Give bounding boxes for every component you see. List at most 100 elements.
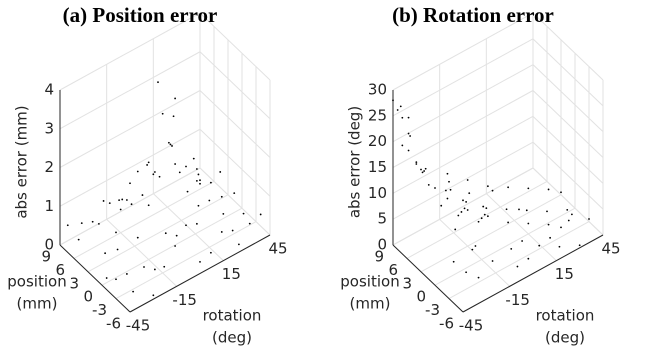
point (521, 240, 524, 242)
point (147, 161, 150, 164)
point (164, 232, 167, 235)
point (547, 188, 550, 191)
point (115, 231, 117, 234)
point (220, 231, 223, 233)
point (197, 173, 200, 176)
x-tick-label: -3 (92, 301, 107, 319)
point (192, 157, 195, 160)
x-tick-label: 6 (55, 261, 65, 279)
grid-line (532, 115, 604, 184)
y-axis-label: (deg) (212, 329, 252, 347)
point (491, 260, 494, 262)
y-tick-label: 15 (555, 265, 574, 283)
point (77, 238, 80, 241)
point (468, 192, 471, 195)
y-tick-label: -45 (126, 317, 151, 335)
z-tick-label: 0 (377, 236, 387, 254)
point (434, 187, 436, 189)
chart-title: (a) Position error (63, 3, 218, 27)
point (444, 189, 447, 192)
point (141, 194, 144, 196)
x-tick-label: 9 (41, 248, 51, 266)
point (115, 278, 117, 281)
x-tick-label: -6 (439, 315, 454, 333)
z-tick-label: 2 (44, 158, 54, 176)
y-tick-label: -15 (172, 291, 197, 309)
grid-line (59, 12, 201, 91)
point (525, 209, 528, 212)
grid-line (199, 128, 271, 197)
point (66, 224, 69, 227)
point (510, 247, 513, 250)
point (491, 189, 494, 192)
point (167, 141, 170, 144)
grid-line (392, 115, 534, 194)
z-tick-label: 15 (368, 158, 387, 176)
grid-line (420, 194, 562, 273)
x-axis-label: position (340, 273, 399, 291)
x-axis-label: (mm) (350, 295, 391, 313)
point (242, 212, 245, 215)
x-axis-label: position (7, 273, 66, 291)
z-tick-label: 10 (368, 184, 387, 202)
point (195, 222, 198, 225)
point (527, 187, 530, 190)
grid-line (115, 221, 257, 300)
point (147, 204, 150, 207)
z-tick-label: 1 (44, 197, 54, 215)
point (130, 203, 133, 206)
point (415, 161, 418, 164)
point (482, 205, 485, 208)
point (392, 99, 394, 102)
point (446, 172, 449, 175)
grid-line (406, 180, 548, 259)
point (527, 257, 530, 260)
y-axis-label: rotation (536, 307, 595, 325)
point (558, 245, 561, 248)
grid-line (199, 167, 271, 236)
point (158, 175, 161, 178)
point (446, 197, 449, 200)
y-tick-label: -15 (505, 291, 530, 309)
point (161, 112, 164, 115)
z-tick-label: 4 (44, 81, 54, 99)
x-tick-label: 3 (402, 274, 412, 292)
point (91, 220, 94, 223)
point (104, 252, 107, 255)
point (477, 276, 480, 279)
point (174, 163, 177, 165)
point (169, 143, 172, 146)
point (427, 183, 430, 186)
point (507, 186, 510, 189)
point (143, 266, 145, 268)
point (452, 260, 455, 263)
point (209, 181, 212, 184)
point (399, 105, 402, 108)
point (578, 244, 581, 247)
point (163, 265, 166, 268)
grid-line (101, 207, 243, 286)
point (146, 164, 149, 166)
point (209, 251, 212, 254)
point (466, 179, 469, 181)
point (401, 116, 404, 119)
point (129, 182, 131, 185)
point (153, 268, 156, 271)
y-axis-label: rotation (203, 307, 262, 325)
point (516, 265, 519, 268)
y-axis (462, 234, 604, 313)
point (549, 236, 552, 239)
grid-line (392, 141, 534, 220)
point (421, 171, 424, 174)
z-tick-label: 30 (368, 81, 387, 99)
point (157, 81, 159, 84)
x-tick-label: 6 (388, 261, 398, 279)
grid-line (59, 128, 201, 207)
point (424, 167, 427, 170)
grid-line (392, 167, 534, 246)
point (466, 209, 469, 211)
point (237, 243, 240, 246)
point (174, 97, 177, 100)
